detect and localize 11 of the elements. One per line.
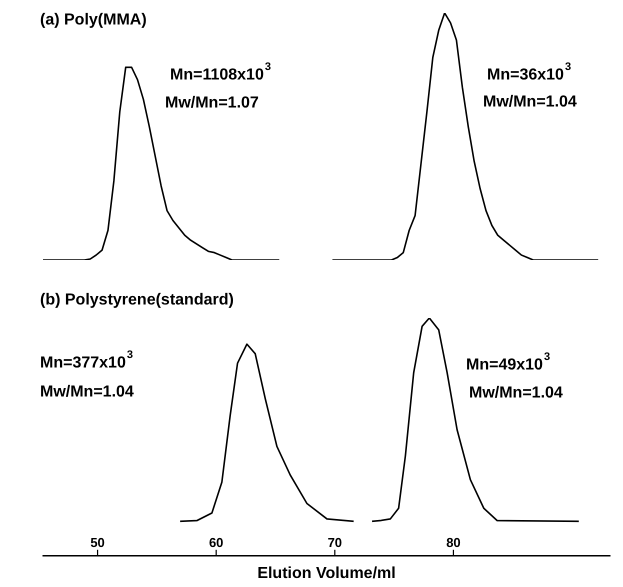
x-tick-label: 50: [90, 534, 105, 550]
annotation: Mw/Mn=1.04: [469, 384, 563, 402]
x-tick-label: 70: [328, 534, 342, 550]
x-tick-label: 80: [446, 534, 461, 550]
annotation: Mw/Mn=1.07: [165, 94, 259, 112]
chart-title: (b) Polystyrene(standard): [40, 291, 234, 308]
chart-title: (a) Poly(MMA): [40, 11, 147, 28]
annotation: Mw/Mn=1.04: [40, 383, 134, 400]
x-tick-label: 60: [208, 534, 224, 550]
x-axis-title: Elution Volume/ml: [257, 564, 396, 582]
annotation: Mw/Mn=1.04: [483, 93, 577, 110]
